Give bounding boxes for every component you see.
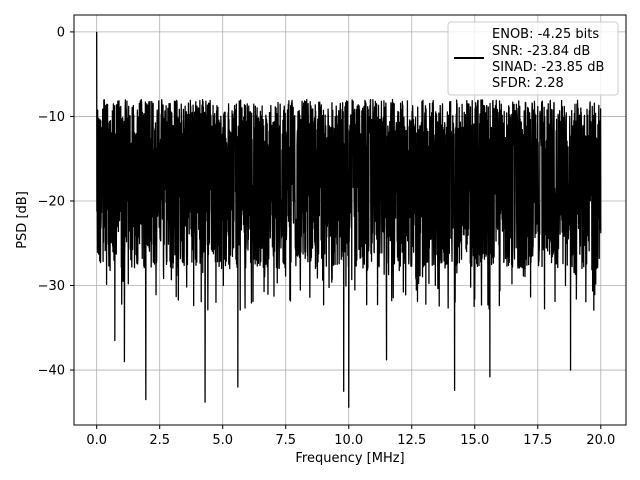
y-tick-label: −40 — [38, 364, 65, 379]
x-axis: 0.0 2.5 5.0 7.5 10.0 12.5 15.0 17.5 20.0 — [86, 425, 615, 448]
legend: ENOB: -4.25 bits SNR: -23.84 dB SINAD: -… — [447, 21, 619, 96]
y-tick-label: −20 — [38, 194, 65, 209]
y-tick-label: 0 — [57, 25, 65, 40]
y-tick-label: −30 — [38, 279, 65, 294]
psd-line — [96, 31, 602, 408]
x-axis-label: Frequency [MHz] — [295, 451, 404, 466]
plot-area — [96, 31, 602, 408]
legend-line-sfdr: SFDR: 2.28 — [492, 76, 564, 91]
x-tick-label: 15.0 — [460, 433, 489, 448]
x-tick-label: 12.5 — [397, 433, 426, 448]
legend-line-enob: ENOB: -4.25 bits — [492, 27, 599, 42]
series-psd — [96, 31, 602, 408]
legend-box — [447, 21, 619, 96]
legend-line-sinad: SINAD: -23.85 dB — [492, 60, 604, 75]
x-tick-label: 10.0 — [334, 433, 363, 448]
axes-frame — [73, 14, 627, 426]
x-tick-label: 5.0 — [212, 433, 233, 448]
legend-line-snr: SNR: -23.84 dB — [492, 44, 590, 59]
y-axis-label: PSD [dB] — [15, 191, 30, 249]
x-tick-label: 2.5 — [149, 433, 170, 448]
x-tick-label: 7.5 — [275, 433, 296, 448]
x-tick-label: 17.5 — [523, 433, 552, 448]
y-axis: 0 −10 −20 −30 −40 — [38, 25, 74, 379]
x-tick-label: 0.0 — [86, 433, 107, 448]
x-tick-label: 20.0 — [586, 433, 615, 448]
y-tick-label: −10 — [38, 110, 65, 125]
